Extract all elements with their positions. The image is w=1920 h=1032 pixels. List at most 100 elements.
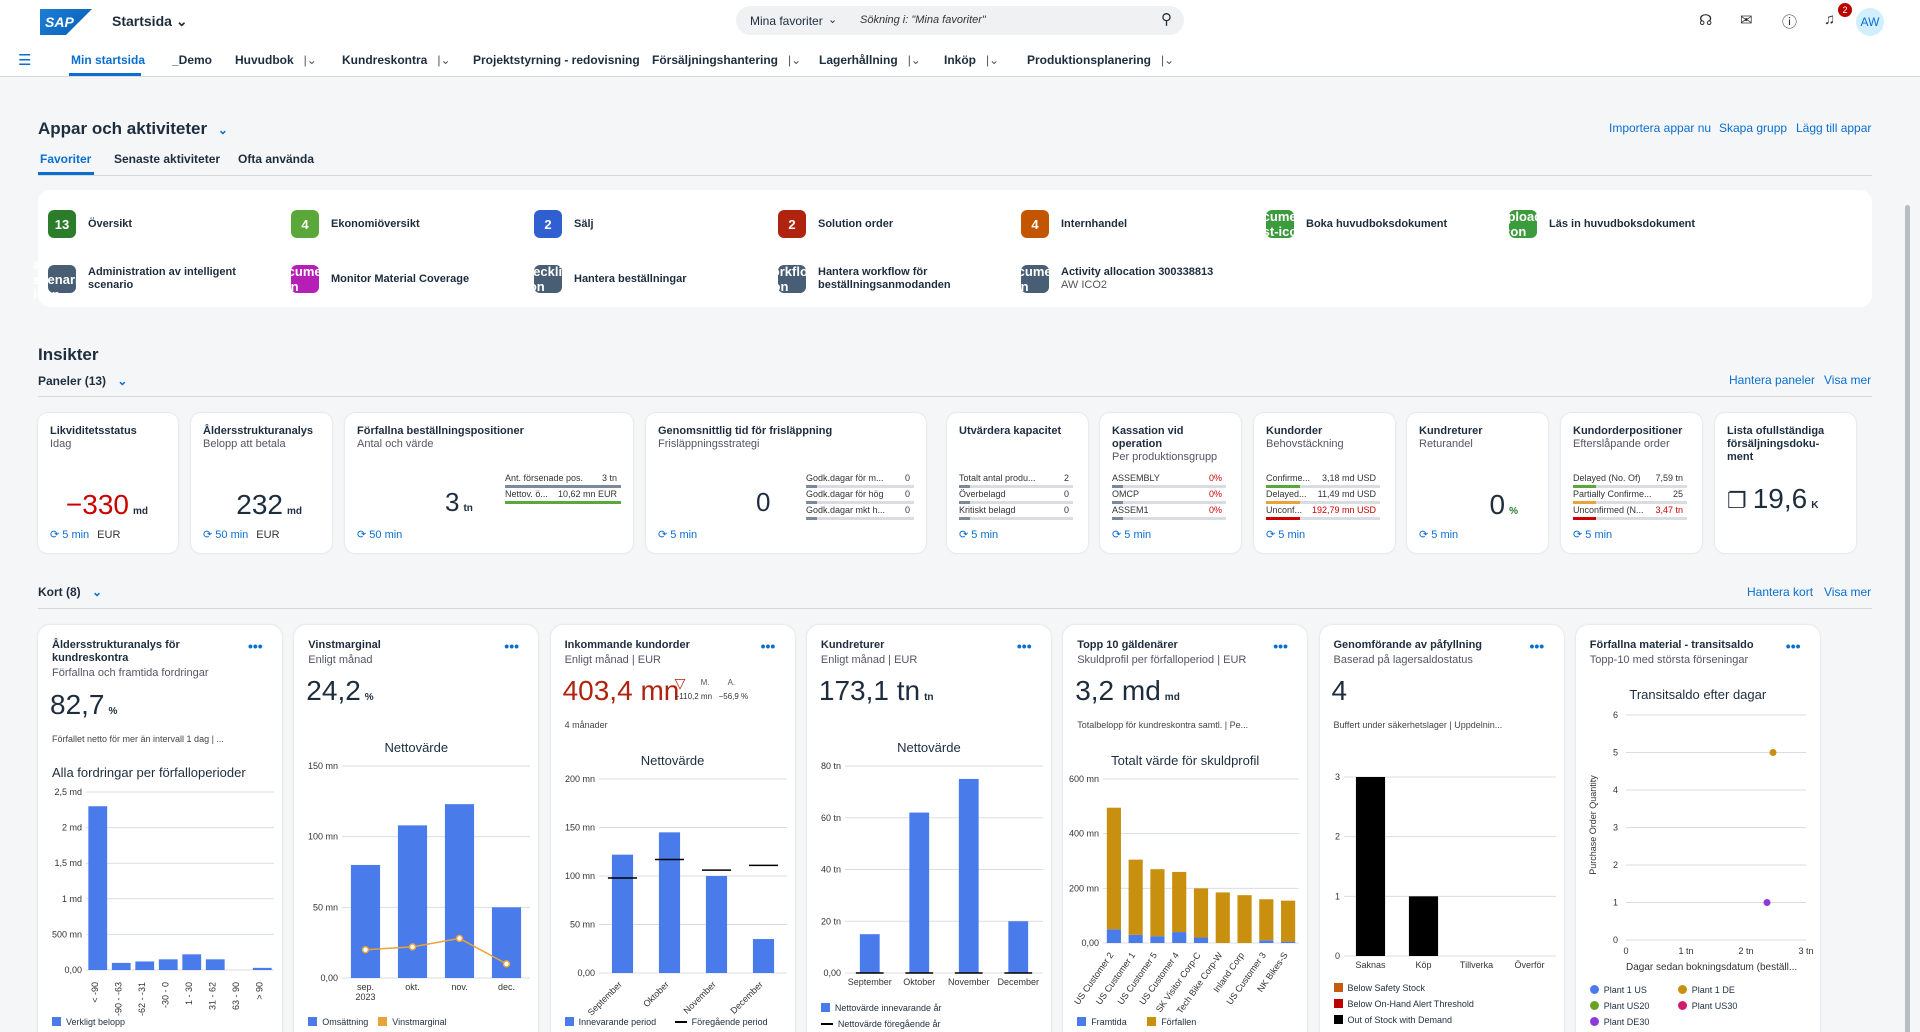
- show-more-panels-link[interactable]: Visa mer: [1824, 373, 1872, 387]
- card-title[interactable]: Åldersstrukturanalys för kundreskontra: [52, 639, 180, 664]
- favorite-app-tile[interactable]: 13 Översikt: [48, 210, 278, 238]
- more-options-icon[interactable]: •••: [1273, 638, 1288, 654]
- legend-item[interactable]: Nettovärde innevarande år: [820, 1003, 941, 1013]
- legend-item[interactable]: Plant US30: [1677, 1001, 1737, 1011]
- favorite-app-tile[interactable]: 4 Internhandel: [1021, 210, 1251, 238]
- search-icon[interactable]: ⚲: [1161, 11, 1172, 28]
- scrollbar[interactable]: [1905, 205, 1910, 1032]
- insight-tile[interactable]: Kundreturer Returandel 0% ⟳ 5 min: [1407, 413, 1548, 553]
- line-point[interactable]: [409, 943, 417, 951]
- bar[interactable]: [1194, 888, 1209, 938]
- bar[interactable]: [1106, 929, 1122, 943]
- favorite-app-tile[interactable]: 2 Sälj: [534, 210, 764, 238]
- bar[interactable]: [1008, 921, 1029, 973]
- bar[interactable]: [351, 864, 381, 978]
- bar[interactable]: [1172, 871, 1187, 933]
- import-apps-link[interactable]: Importera appar nu: [1609, 121, 1712, 135]
- bar[interactable]: [1237, 895, 1252, 943]
- add-apps-link[interactable]: Lägg till appar: [1796, 121, 1872, 135]
- favorite-app-tile[interactable]: workflow-icon Hantera workflow för bestäl…: [762, 264, 1008, 294]
- bar[interactable]: [658, 832, 680, 973]
- insight-tile[interactable]: Åldersstrukturanalys Belopp att betala 232…: [191, 413, 332, 553]
- bar[interactable]: [252, 967, 272, 970]
- nav-tab-project[interactable]: Projektstyrning - redovisning: [473, 53, 640, 67]
- insight-tile[interactable]: Kundorderpositioner Efterslåpande order De…: [1561, 413, 1702, 553]
- bar[interactable]: [445, 804, 475, 978]
- overview-card[interactable]: Genomförande av påfyllning ••• Baserad på …: [1319, 625, 1564, 1032]
- insight-tile[interactable]: Likviditetsstatus Idag −330 md ⟳ 5 min EUR: [38, 413, 178, 553]
- bar[interactable]: [1281, 900, 1296, 942]
- avatar[interactable]: AW: [1856, 8, 1884, 36]
- card-title[interactable]: Vinstmarginal: [308, 639, 381, 651]
- insight-tile[interactable]: Förfallna beställningspositioner Antal oc…: [345, 413, 633, 553]
- legend-item[interactable]: Out of Stock with Demand: [1333, 1015, 1452, 1025]
- legend-item[interactable]: Plant 1 DE: [1677, 985, 1735, 995]
- more-options-icon[interactable]: •••: [504, 638, 520, 654]
- card-title[interactable]: Kundreturer: [820, 639, 885, 651]
- more-options-icon[interactable]: •••: [1529, 638, 1545, 654]
- bar[interactable]: [705, 876, 727, 973]
- card-title[interactable]: Inkommande kundorder: [564, 639, 690, 651]
- chevron-down-icon[interactable]: ⌄: [217, 123, 228, 137]
- chevron-down-icon[interactable]: |⌄: [788, 53, 802, 67]
- insight-tile[interactable]: Kassation vid operation Per produktionsgr…: [1100, 413, 1241, 553]
- line-point[interactable]: [456, 934, 464, 943]
- bell-icon[interactable]: ♫: [1824, 11, 1836, 28]
- bar[interactable]: [205, 959, 225, 970]
- manage-panels-link[interactable]: Hantera paneler: [1729, 373, 1816, 387]
- bar[interactable]: [752, 939, 774, 973]
- tab-favorites[interactable]: Favoriter: [40, 152, 92, 166]
- favorite-app-tile[interactable]: document-post-icon Boka huvudboksdokument: [1247, 209, 1496, 239]
- bar[interactable]: [1106, 807, 1122, 930]
- bar[interactable]: [1194, 937, 1209, 943]
- legend-item[interactable]: Verkligt belopp: [52, 1017, 125, 1027]
- favorite-app-tile[interactable]: 2 Solution order: [778, 210, 1008, 238]
- favorite-app-tile[interactable]: document-icon Activity allocation 3003388…: [1002, 264, 1251, 294]
- card-title[interactable]: Genomförande av påfyllning: [1333, 639, 1483, 651]
- sap-logo[interactable]: SAP: [40, 9, 92, 35]
- scatter-point[interactable]: [1769, 749, 1777, 756]
- overview-card[interactable]: Inkommande kundorder ••• Enligt månad | EU…: [550, 625, 795, 1032]
- panels-toggle[interactable]: Paneler (13) ⌄: [38, 374, 128, 388]
- legend-item[interactable]: Vinstmarginal: [378, 1017, 447, 1027]
- create-group-link[interactable]: Skapa grupp: [1719, 121, 1788, 135]
- legend-item[interactable]: Nettovärde föregående år: [820, 1019, 940, 1029]
- cards-toggle[interactable]: Kort (8) ⌄: [38, 585, 103, 599]
- chevron-down-icon[interactable]: |⌄: [437, 53, 451, 67]
- chat-icon[interactable]: ✉: [1740, 12, 1753, 29]
- hamburger-menu-icon[interactable]: ☰: [18, 52, 32, 69]
- nav-tab-inventory[interactable]: Lagerhållning |⌄: [819, 53, 921, 67]
- overview-card[interactable]: Kundreturer ••• Enligt månad | EUR 173,1 tn…: [806, 625, 1051, 1032]
- bar[interactable]: [909, 812, 930, 973]
- legend-item[interactable]: Förfallen: [1147, 1017, 1196, 1027]
- nav-tab-demo[interactable]: _Demo: [172, 53, 213, 67]
- chevron-down-icon[interactable]: |⌄: [986, 53, 1000, 67]
- bar[interactable]: [135, 961, 155, 970]
- help-icon[interactable]: ⓘ: [1782, 14, 1798, 31]
- search-input[interactable]: Sökning i: "Mina favoriter": [860, 14, 986, 26]
- line-point[interactable]: [503, 960, 511, 968]
- tab-recent[interactable]: Senaste aktiviteter: [114, 152, 221, 166]
- tab-frequent[interactable]: Ofta använda: [238, 152, 315, 166]
- bar[interactable]: [1259, 940, 1274, 943]
- favorite-app-tile[interactable]: checklist-icon Hantera beställningar: [518, 264, 764, 294]
- more-options-icon[interactable]: •••: [1785, 638, 1801, 654]
- bar[interactable]: [1150, 869, 1165, 937]
- bar[interactable]: [958, 778, 979, 973]
- legend-item[interactable]: Föregående period: [674, 1017, 768, 1027]
- legend-item[interactable]: Below Safety Stock: [1333, 983, 1425, 993]
- bar[interactable]: [398, 825, 428, 978]
- more-options-icon[interactable]: •••: [1016, 638, 1032, 654]
- overview-card[interactable]: Topp 10 gäldenärer ••• Skuldprofil per för…: [1063, 625, 1308, 1032]
- card-title[interactable]: Topp 10 gäldenärer: [1077, 639, 1178, 651]
- chevron-down-icon[interactable]: ⌄: [828, 14, 838, 26]
- bar[interactable]: [611, 854, 633, 973]
- insight-tile[interactable]: Lista ofullständiga försäljningsdoku-men…: [1715, 413, 1856, 553]
- bar[interactable]: [182, 954, 202, 970]
- chevron-down-icon[interactable]: ⌄: [92, 585, 103, 599]
- favorite-app-tile[interactable]: ai-scenario-icon Administration av intell…: [33, 257, 278, 302]
- insight-tile[interactable]: Kundorder Behovstäckning Confirme... 3,18 m…: [1254, 413, 1395, 553]
- bar[interactable]: [1128, 934, 1143, 943]
- overview-card[interactable]: Vinstmarginal ••• Enligt månad 24,2% Nettovä…: [294, 625, 539, 1032]
- nav-tab-receivables[interactable]: Kundreskontra |⌄: [342, 53, 451, 67]
